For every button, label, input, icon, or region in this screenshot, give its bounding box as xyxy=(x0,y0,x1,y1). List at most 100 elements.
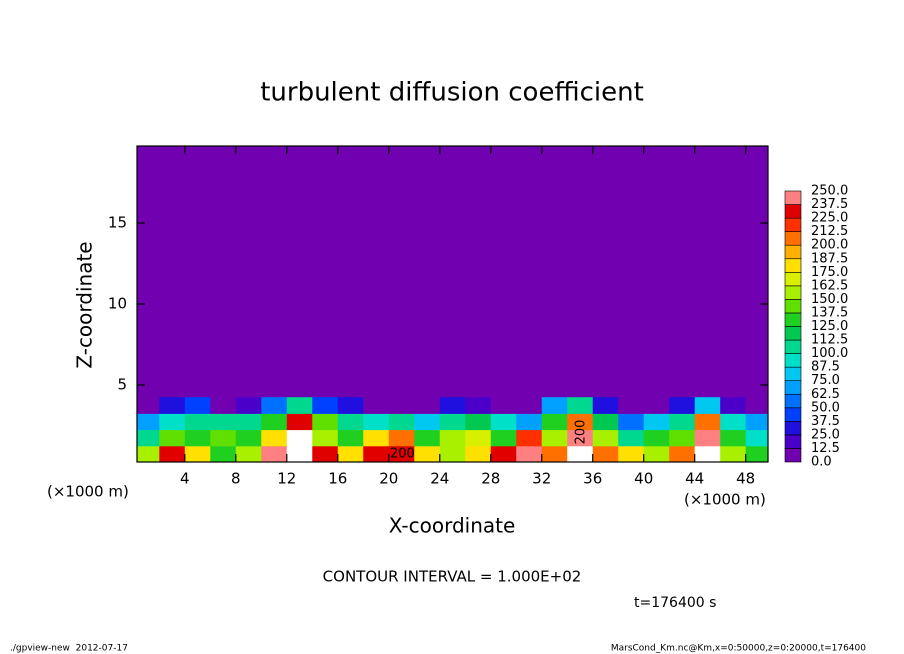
colorbar-label: 112.5 xyxy=(811,333,848,348)
field-cell xyxy=(516,397,543,414)
field-cell xyxy=(414,429,441,447)
field-cell xyxy=(516,413,543,431)
field-cell xyxy=(439,429,466,447)
field-cell xyxy=(669,429,696,447)
colorbar-swatch xyxy=(784,271,802,287)
field-cell xyxy=(541,429,568,447)
colorbar-swatch xyxy=(784,217,802,232)
field-cell xyxy=(286,397,313,414)
field-cell xyxy=(184,429,211,447)
field-cell xyxy=(592,413,619,431)
field-cell xyxy=(618,445,645,463)
x-tick-label: 36 xyxy=(583,470,602,488)
field-cell xyxy=(363,429,390,447)
field-cell xyxy=(159,397,186,414)
colorbar-label: 37.5 xyxy=(811,414,840,429)
field-cell xyxy=(592,445,619,463)
field-cell xyxy=(210,413,237,431)
field-cell xyxy=(592,397,619,414)
field-cell xyxy=(159,429,186,447)
field-cell xyxy=(669,445,696,463)
field-cell xyxy=(388,413,415,431)
colorbar-label: 212.5 xyxy=(811,224,848,239)
field-cell xyxy=(694,429,721,447)
field-cell xyxy=(643,445,670,463)
field-cell xyxy=(490,397,517,414)
colorbar-label: 150.0 xyxy=(811,292,848,307)
field-cell xyxy=(541,397,568,414)
field-cell xyxy=(261,445,288,463)
colorbar-label: 175.0 xyxy=(811,265,848,280)
field-cell xyxy=(159,413,186,431)
x-tick-label: 16 xyxy=(328,470,347,488)
field-cell xyxy=(694,397,721,414)
colorbar-label: 0.0 xyxy=(811,455,832,470)
x-tick-label: 12 xyxy=(277,470,296,488)
field-cell xyxy=(490,445,517,463)
field-cell xyxy=(490,413,517,431)
field-cell xyxy=(745,397,769,414)
field-cell xyxy=(235,445,262,463)
field-cell xyxy=(261,413,288,431)
field-cell xyxy=(137,413,160,431)
chart-title: turbulent diffusion coefficient xyxy=(260,78,644,108)
field-cell xyxy=(669,397,696,414)
colorbar-label: 162.5 xyxy=(811,278,848,293)
colorbar-label: 12.5 xyxy=(811,441,840,456)
field-cell xyxy=(516,445,543,463)
field-cell xyxy=(745,429,769,447)
field-cell xyxy=(439,397,466,414)
colorbar-swatch xyxy=(784,299,802,314)
field-cell xyxy=(465,397,492,414)
field-cell xyxy=(184,397,211,414)
field-cell xyxy=(516,429,543,447)
colorbar-swatch xyxy=(784,312,802,327)
field-cell xyxy=(337,397,364,414)
field-cell xyxy=(261,429,288,447)
field-cell xyxy=(312,445,339,463)
colorbar-label: 137.5 xyxy=(811,305,848,320)
colorbar-swatch xyxy=(784,258,802,273)
field-cell xyxy=(210,429,237,447)
colorbar-swatch xyxy=(784,231,802,246)
field-cell xyxy=(363,413,390,431)
field-cell xyxy=(414,413,441,431)
footer-right: MarsCond_Km.nc@Km,x=0:50000,z=0:20000,t=… xyxy=(611,644,866,654)
field-cell xyxy=(137,429,160,447)
contour-label: 200 xyxy=(574,420,589,445)
field-cell xyxy=(567,397,594,414)
x-tick-label: 8 xyxy=(231,470,241,488)
colorbar-label: 237.5 xyxy=(811,197,848,212)
field-cell xyxy=(643,413,670,431)
colorbar-label: 200.0 xyxy=(811,238,848,253)
colorbar-swatch xyxy=(784,244,802,260)
field-cell xyxy=(363,445,390,463)
colorbar-label: 62.5 xyxy=(811,387,840,402)
colorbar-swatch xyxy=(784,326,802,341)
x-tick-label: 32 xyxy=(532,470,551,488)
x-unit-label: (×1000 m) xyxy=(47,483,129,501)
field-cell xyxy=(235,413,262,431)
field-cell xyxy=(286,445,313,463)
y-tick-label: 15 xyxy=(108,213,127,231)
field-cell xyxy=(618,397,645,414)
x-tick-label: 20 xyxy=(379,470,398,488)
field-cell xyxy=(137,397,160,414)
y-tick-label: 10 xyxy=(108,295,127,313)
x-axis-label: X-coordinate xyxy=(389,514,516,538)
field-cell xyxy=(261,397,288,414)
field-cell xyxy=(312,429,339,447)
field-cell xyxy=(388,397,415,414)
field-cell xyxy=(388,429,415,447)
field-cell xyxy=(618,413,645,431)
colorbar-label: 125.0 xyxy=(811,319,848,334)
field-cell xyxy=(137,445,160,463)
field-cell xyxy=(388,445,415,463)
field-cell xyxy=(643,397,670,414)
field-cell xyxy=(745,445,769,463)
colorbar-swatch xyxy=(784,421,802,436)
field-cell xyxy=(414,397,441,414)
x-unit-label: (×1000 m) xyxy=(684,491,766,509)
